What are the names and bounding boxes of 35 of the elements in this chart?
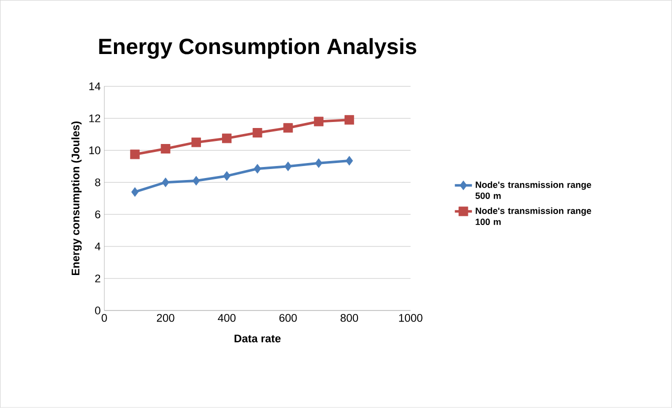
y-tick-label: 12 [89, 114, 100, 122]
legend-label: Node's transmission range 100 m [476, 207, 592, 226]
chart-title: Energy Consumption Analysis [99, 38, 416, 59]
x-tick-label: 600 [279, 314, 297, 322]
x-tick-label: 400 [218, 314, 236, 322]
point [222, 134, 232, 144]
legend-label: Node's transmission range 500 m [475, 181, 592, 200]
point [192, 176, 200, 186]
point [131, 187, 139, 197]
point [346, 156, 353, 166]
point [284, 162, 292, 172]
point [254, 164, 262, 174]
point [315, 158, 322, 168]
x-tick-label: 0 [102, 314, 107, 322]
x-axis-title: Data rate [234, 334, 281, 342]
point [160, 144, 170, 154]
y-tick-label: 6 [95, 210, 100, 218]
point [283, 123, 293, 133]
y-tick-label: 2 [95, 274, 100, 282]
point [223, 171, 230, 181]
y-tick-label: 8 [95, 178, 100, 186]
point [252, 128, 262, 138]
y-tick-label: 14 [89, 82, 100, 90]
x-tick-label: 800 [340, 314, 358, 322]
y-tick-label: 0 [95, 306, 100, 314]
point [162, 178, 170, 188]
x-tick-label: 200 [156, 314, 174, 322]
x-tick-label: 1000 [399, 314, 422, 322]
point [314, 116, 324, 126]
point [191, 138, 201, 148]
y-axis-title: Energy consumption (Joules) [71, 122, 82, 276]
point [130, 150, 140, 160]
point [344, 115, 354, 125]
y-tick-label: 4 [94, 242, 100, 250]
y-tick-label: 10 [89, 146, 100, 154]
